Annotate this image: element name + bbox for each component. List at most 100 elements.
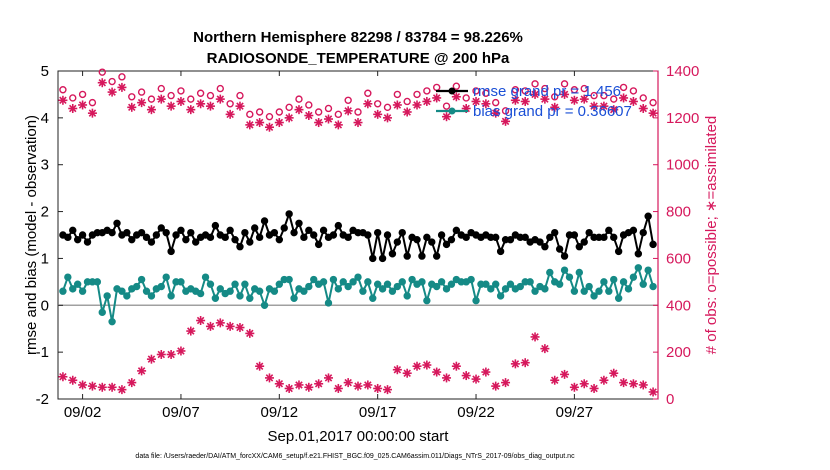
obs-assimilated-upper-point [323, 114, 333, 124]
rmse-point [383, 231, 392, 239]
obs-assimilated-upper-point [540, 94, 550, 104]
obs-assimilated-point [58, 372, 68, 382]
obs-possible-point [521, 87, 529, 95]
bias-point [541, 285, 549, 293]
y-left-tick-label: -1 [36, 344, 49, 361]
asterisk-stroke [462, 371, 470, 380]
bias-point [241, 280, 249, 288]
obs-assimilated-upper-point [127, 102, 137, 112]
rmse-point [231, 235, 239, 244]
asterisk-stroke [541, 344, 549, 353]
rmse-point [644, 212, 652, 220]
obs-assimilated-upper-point [510, 95, 520, 105]
obs-assimilated-upper-point [137, 98, 147, 108]
bias-point [354, 273, 362, 281]
obs-assimilated-upper-point [117, 82, 127, 92]
obs-assimilated-upper-point [412, 100, 422, 110]
bias-point [177, 278, 185, 286]
asterisk-stroke [649, 109, 657, 117]
obs-possible-point [255, 108, 264, 116]
rmse-point [570, 231, 579, 239]
y-right-tick-label: 200 [666, 344, 691, 361]
bias-point [142, 287, 151, 295]
asterisk-stroke [98, 78, 107, 87]
obs-assimilated-point [166, 349, 176, 359]
obs-possible-point [531, 80, 539, 88]
obs-assimilated-point [137, 366, 147, 376]
rmse-point [137, 228, 146, 237]
obs-possible-point [560, 80, 569, 88]
asterisk-stroke [423, 361, 431, 369]
y-left-tick-label: -2 [36, 391, 49, 408]
obs-assimilated-point [461, 371, 471, 381]
asterisk-stroke [226, 322, 234, 331]
asterisk-stroke [570, 96, 579, 105]
asterisk-stroke [531, 333, 539, 341]
obs-assimilated-upper-point [58, 95, 68, 105]
obs-assimilated-point [648, 387, 658, 397]
rmse-point [206, 233, 215, 242]
bias-point [575, 268, 584, 277]
asterisk-stroke [442, 112, 451, 121]
obs-possible-point [462, 94, 470, 102]
legend: rmse grand pr = 1.456 bias grand pr = 0.3… [436, 83, 632, 120]
obs-assimilated-upper-point [264, 122, 274, 132]
rmse-point [123, 228, 131, 237]
obs-assimilated-point [146, 354, 156, 364]
obs-possible-point [541, 84, 549, 93]
asterisk-stroke [393, 365, 402, 374]
obs-assimilated-upper-point [284, 113, 294, 123]
asterisk-stroke [344, 107, 352, 115]
bias-point [437, 278, 446, 286]
asterisk-stroke [59, 96, 67, 105]
obs-possible-point [551, 93, 559, 101]
obs-assimilated-point [294, 380, 304, 390]
rmse-point [334, 221, 343, 230]
obs-possible-point [305, 101, 313, 109]
asterisk-stroke [639, 104, 647, 113]
bias-point [369, 294, 377, 302]
bias-point [162, 273, 170, 281]
obs-assimilated-point [186, 326, 196, 336]
obs-possible-point [393, 90, 402, 99]
obs-possible-point [265, 112, 274, 121]
bias-point [492, 280, 500, 288]
rmse-point [314, 240, 323, 249]
asterisk-stroke [314, 118, 323, 127]
obs-assimilated-upper-point [343, 106, 353, 116]
bias-point [137, 275, 146, 284]
obs-assimilated-point [245, 328, 255, 338]
rmse-point [364, 231, 372, 239]
bias-point [300, 287, 308, 295]
asterisk-stroke [246, 329, 254, 338]
rmse-point [275, 235, 284, 244]
bias-point [570, 287, 579, 295]
obs-assimilated-upper-point [304, 111, 314, 121]
bias-point [211, 294, 220, 302]
obs-assimilated-point [333, 383, 343, 393]
asterisk-stroke [482, 368, 490, 376]
rmse-point [432, 252, 441, 260]
rmse-point [639, 228, 647, 237]
obs-assimilated-point [363, 380, 373, 390]
rmse-point [78, 231, 87, 239]
obs-assimilated-upper-point [97, 78, 107, 88]
rmse-point [437, 231, 446, 239]
asterisk-stroke [187, 327, 195, 335]
obs-assimilated-point [87, 381, 97, 391]
bias-point [398, 278, 406, 286]
obs-assimilated-point [304, 382, 314, 392]
legend-bias-swatch-marker [448, 107, 456, 115]
rmse-point [551, 228, 559, 237]
y-left-tick-label: 3 [41, 157, 49, 174]
obs-assimilated-upper-point [648, 108, 658, 118]
rmse-point [428, 238, 436, 246]
asterisk-stroke [432, 368, 441, 376]
obs-assimilated-upper-point [205, 101, 215, 111]
bias-point [78, 287, 87, 295]
asterisk-stroke [550, 103, 559, 112]
y-right-tick-label: 600 [666, 250, 691, 267]
obs-possible-point [216, 84, 224, 93]
asterisk-stroke [383, 385, 392, 394]
obs-assimilated-point [68, 375, 78, 385]
